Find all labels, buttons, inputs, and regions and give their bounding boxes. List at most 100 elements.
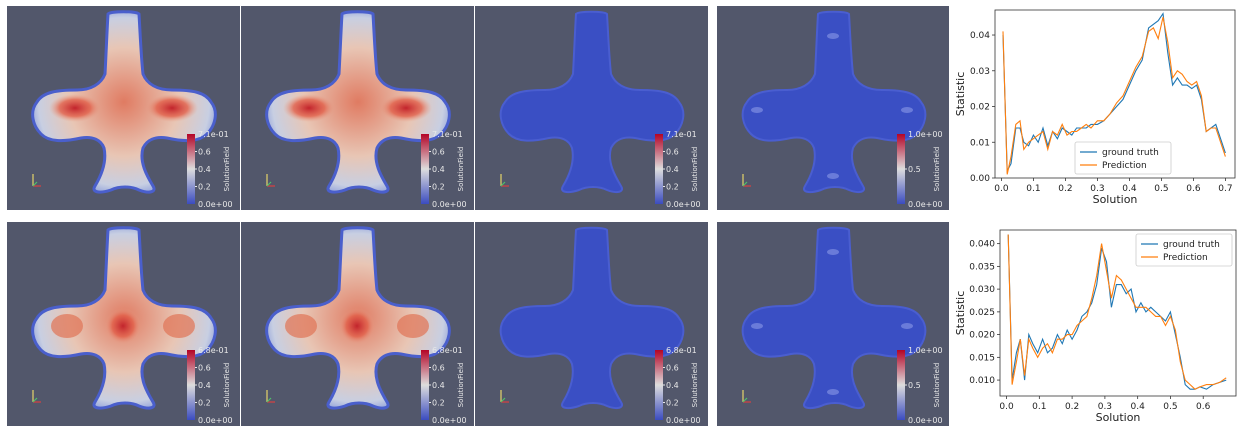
- colorbar-gradient: [655, 134, 663, 204]
- colorbar-gradient: [187, 134, 195, 204]
- legend: ground truth Prediction: [1074, 141, 1172, 175]
- colorbar-title: SolutionField: [933, 363, 941, 408]
- field-hotspot: [339, 308, 375, 344]
- colorbar-tick-label: 0.6: [432, 364, 445, 373]
- colorbar-max-label: 7.1e-01: [432, 130, 463, 139]
- colorbar-tick-label: 0.2: [198, 399, 211, 408]
- x-tick-label: 0.7: [1218, 184, 1232, 194]
- colorbar-max-label: 1.0e+00: [908, 130, 943, 139]
- series-line-prediction: [1007, 234, 1227, 390]
- colorbar-title: SolutionField: [691, 147, 699, 192]
- x-tick-label: 0.2: [1065, 402, 1079, 412]
- series-line-prediction: [1002, 16, 1226, 175]
- x-tick-label: 0.3: [1090, 184, 1104, 194]
- colorbar-gradient: [421, 134, 429, 204]
- x-tick-label: 0.1: [1026, 184, 1040, 194]
- orientation-axes-icon: [266, 390, 275, 403]
- field-hotspot: [163, 314, 195, 338]
- colorbar-tick-label: 0.6: [198, 364, 211, 373]
- error-shape: [741, 226, 927, 410]
- colorbar: 7.1e-01 0.6 0.4 0.2 0.0e+00 SolutionField: [187, 130, 233, 209]
- colorbar-max-label: 1.0e+00: [908, 346, 943, 355]
- colorbar-tick-label: 0.2: [198, 183, 211, 192]
- y-tick-label: 0.025: [969, 308, 995, 318]
- colorbar-tick-label: 0.4: [198, 381, 211, 390]
- orientation-axes-icon: [742, 390, 751, 403]
- legend: ground truth Prediction: [1135, 233, 1233, 267]
- error-shape: [499, 226, 685, 410]
- colorbar-max-label: 7.1e-01: [666, 130, 697, 139]
- colorbar-gradient: [897, 134, 905, 204]
- error-streak: [901, 107, 913, 113]
- field-panel-ground-truth: 6.8e-01 0.6 0.4 0.2 0.0e+00 SolutionField: [7, 222, 240, 426]
- colorbar-title: SolutionField: [691, 363, 699, 408]
- colorbar-gradient: [187, 350, 195, 420]
- colorbar-gradient: [655, 350, 663, 420]
- colorbar: 6.8e-01 0.6 0.4 0.2 0.0e+00 SolutionField: [655, 346, 701, 425]
- colorbar-min-label: 0.0e+00: [198, 416, 233, 425]
- x-tick-label: 0.0: [994, 184, 1009, 194]
- colorbar-min-label: 0.0e+00: [432, 200, 467, 209]
- y-tick-label: 0.010: [969, 376, 995, 386]
- colorbar-title: SolutionField: [457, 363, 465, 408]
- x-tick-label: 0.0: [999, 402, 1014, 412]
- y-tick-label: 0.040: [969, 240, 995, 250]
- colorbar-min-label: 0.0e+00: [198, 200, 233, 209]
- field-panel-error: 6.8e-01 0.6 0.4 0.2 0.0e+00 SolutionField: [475, 222, 708, 426]
- y-axis-label: Statistic: [954, 72, 967, 117]
- error-shape: [499, 10, 685, 194]
- x-tick-label: 0.6: [1186, 184, 1201, 194]
- y-tick-label: 0.00: [970, 174, 990, 184]
- error-streak: [827, 173, 839, 179]
- field-hotspot: [397, 314, 429, 338]
- field-panel-relative-error: 1.0e+00 0.5 0.0e+00 SolutionField: [717, 6, 949, 210]
- x-tick-label: 0.4: [1122, 184, 1137, 194]
- y-axis-label: Statistic: [954, 291, 967, 336]
- field-shape: [265, 10, 451, 194]
- field-panel-relative-error: 1.0e+00 0.5 0.0e+00 SolutionField: [717, 222, 949, 426]
- colorbar-min-label: 0.0e+00: [432, 416, 467, 425]
- colorbar-tick-label: 0.2: [666, 183, 679, 192]
- orientation-axes-icon: [742, 174, 751, 187]
- y-tick-label: 0.035: [969, 262, 995, 272]
- colorbar-tick-label: 0.2: [432, 183, 445, 192]
- colorbar-max-label: 7.1e-01: [198, 130, 229, 139]
- orientation-axes-icon: [500, 174, 509, 187]
- y-tick-label: 0.020: [969, 331, 995, 341]
- colorbar: 7.1e-01 0.6 0.4 0.2 0.0e+00 SolutionField: [655, 130, 701, 209]
- legend-entry: ground truth: [1102, 148, 1159, 158]
- orientation-axes-icon: [32, 390, 41, 403]
- orientation-axes-icon: [32, 174, 41, 187]
- x-tick-label: 0.4: [1131, 402, 1146, 412]
- field-hotspot: [105, 308, 141, 344]
- colorbar: 6.8e-01 0.6 0.4 0.2 0.0e+00 SolutionField: [187, 346, 233, 425]
- colorbar-tick-label: 0.5: [908, 381, 921, 390]
- orientation-axes-icon: [266, 174, 275, 187]
- error-streak: [827, 249, 839, 255]
- y-tick-label: 0.02: [970, 103, 990, 113]
- colorbar-gradient: [897, 350, 905, 420]
- colorbar-tick-label: 0.2: [666, 399, 679, 408]
- colorbar-title: SolutionField: [457, 147, 465, 192]
- plot-frame: [999, 229, 1237, 397]
- colorbar-max-label: 6.8e-01: [432, 346, 463, 355]
- field-hotspot: [51, 314, 83, 338]
- colorbar-tick-label: 0.5: [908, 165, 921, 174]
- error-streak: [751, 323, 763, 329]
- x-tick-label: 0.5: [1163, 402, 1177, 412]
- legend-entry: ground truth: [1163, 240, 1220, 250]
- error-streak: [901, 323, 913, 329]
- field-panel-error: 7.1e-01 0.6 0.4 0.2 0.0e+00 SolutionField: [475, 6, 708, 210]
- colorbar-max-label: 6.8e-01: [198, 346, 229, 355]
- plot-frame: [994, 9, 1236, 179]
- colorbar: 7.1e-01 0.6 0.4 0.2 0.0e+00 SolutionField: [421, 130, 467, 209]
- colorbar-min-label: 0.0e+00: [666, 416, 701, 425]
- colorbar-tick-label: 0.4: [432, 165, 445, 174]
- colorbar: 1.0e+00 0.5 0.0e+00 SolutionField: [897, 346, 943, 425]
- error-streak: [827, 389, 839, 395]
- colorbar-title: SolutionField: [933, 147, 941, 192]
- histogram-plot: 0.0 0.1 0.2 0.3 0.4 0.5 0.6 0.7 0.00 0.01 0.02 0.03…: [950, 4, 1242, 210]
- colorbar-tick-label: 0.4: [666, 381, 679, 390]
- error-shape: [741, 10, 927, 194]
- field-shape: [31, 10, 217, 194]
